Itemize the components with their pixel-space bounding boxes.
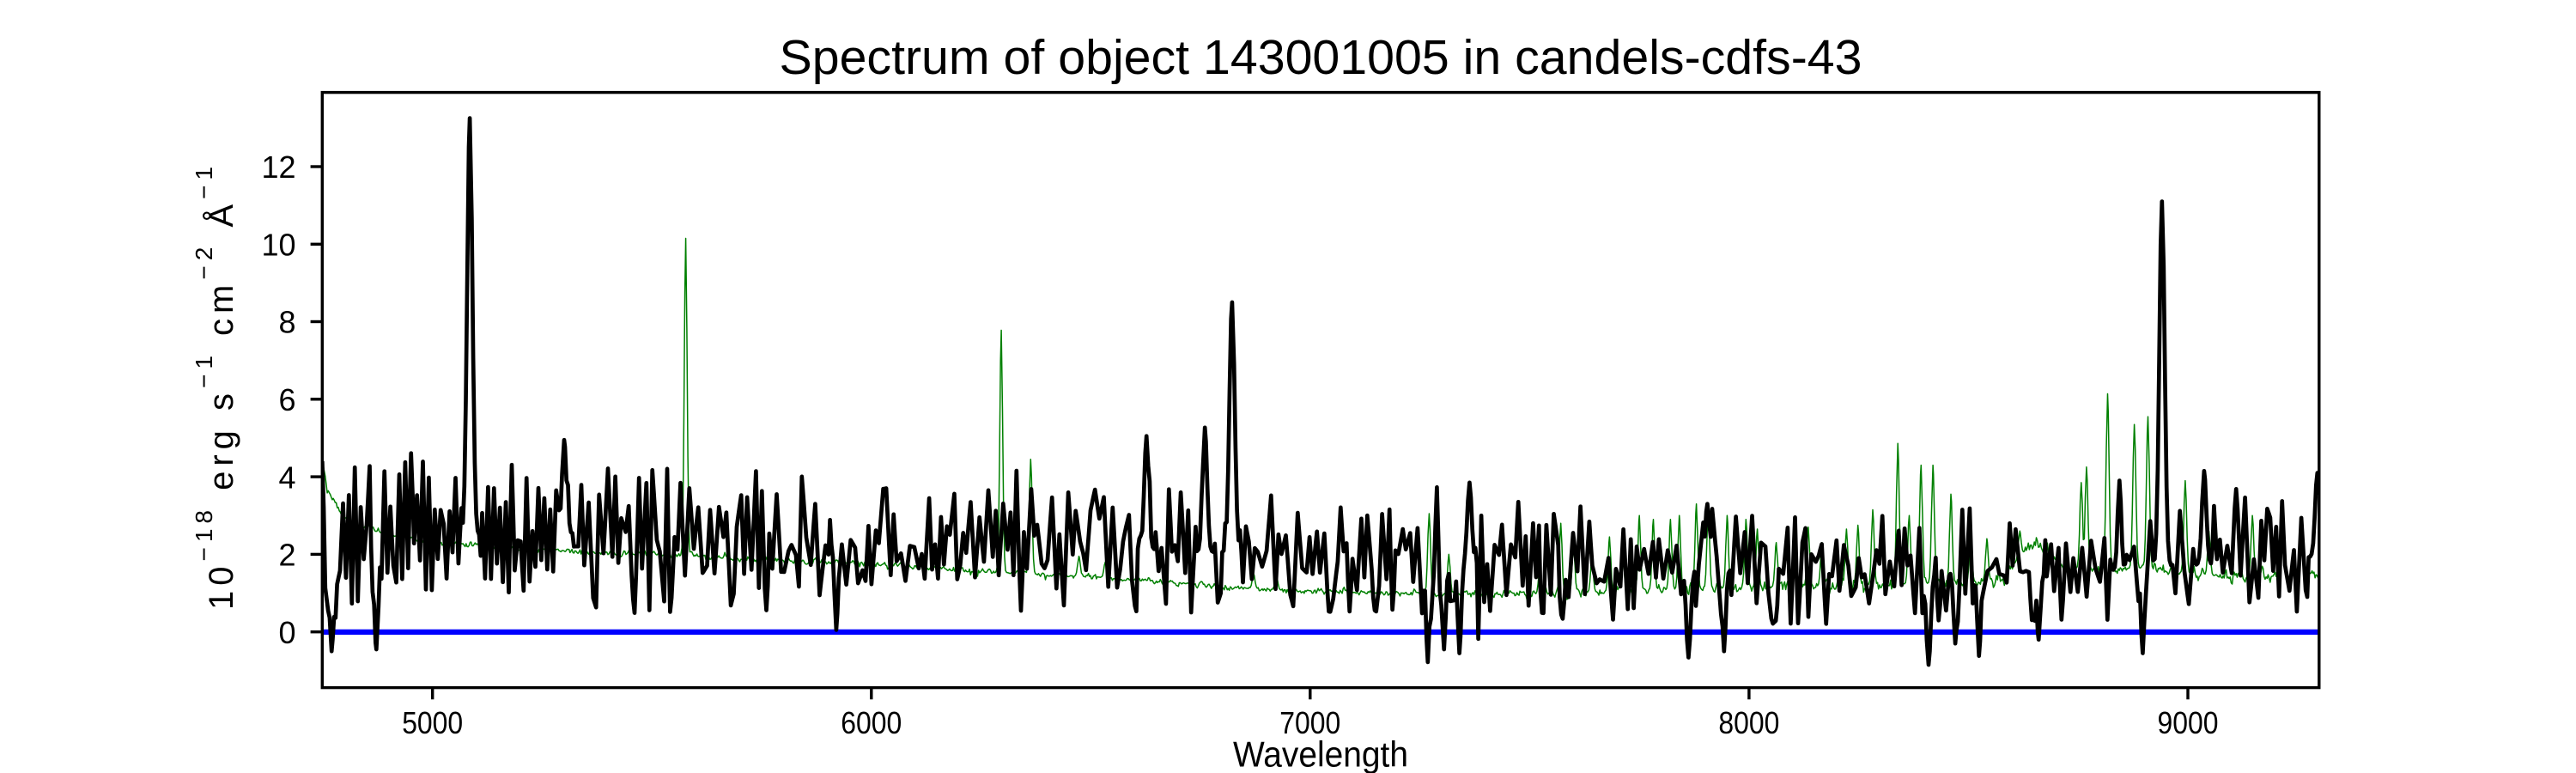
svg-text:Wavelength: Wavelength	[1233, 734, 1408, 773]
svg-text:2: 2	[278, 538, 295, 573]
svg-text:8000: 8000	[1718, 705, 1779, 740]
svg-text:12: 12	[261, 149, 295, 185]
svg-text:7000: 7000	[1279, 705, 1340, 740]
svg-text:8: 8	[278, 305, 295, 340]
svg-text:9000: 9000	[2158, 705, 2219, 740]
svg-text:4: 4	[278, 460, 295, 495]
svg-text:5000: 5000	[402, 705, 463, 740]
svg-text:0: 0	[278, 615, 295, 650]
svg-text:6000: 6000	[841, 705, 902, 740]
svg-text:Spectrum of object 143001005 i: Spectrum of object 143001005 in candels-…	[780, 30, 1862, 84]
svg-text:10: 10	[261, 228, 295, 263]
svg-text:6: 6	[278, 382, 295, 417]
